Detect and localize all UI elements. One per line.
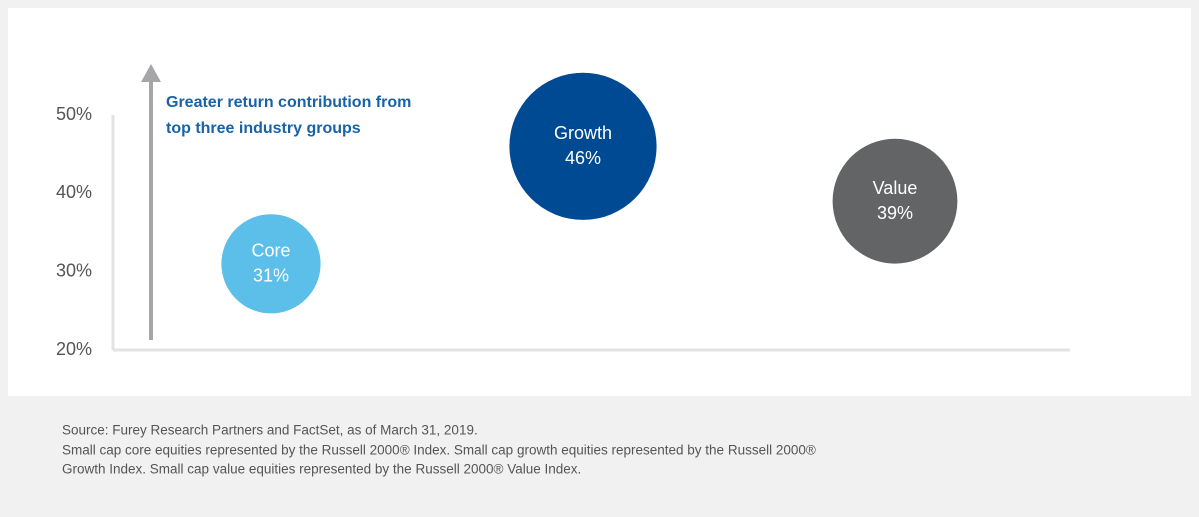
footnote: Growth Index. Small cap value equities r… xyxy=(62,462,581,477)
bubble xyxy=(832,138,958,264)
arrow-head xyxy=(141,64,161,82)
bubble xyxy=(509,72,657,220)
data-label: 39% xyxy=(877,203,913,223)
data-label: 31% xyxy=(253,266,289,286)
footnote: Small cap core equities represented by t… xyxy=(62,443,816,458)
bubble-label: Growth xyxy=(554,123,612,143)
bubble-label: Value xyxy=(873,178,918,198)
annotation: top three industry groups xyxy=(166,120,361,137)
y-tick-label: 20% xyxy=(56,339,92,359)
y-tick-label: 40% xyxy=(56,182,92,202)
source-note: Source: Furey Research Partners and Fact… xyxy=(62,423,478,438)
y-tick-label: 30% xyxy=(56,260,92,280)
y-tick-label: 50% xyxy=(56,104,92,124)
bubble xyxy=(221,214,321,314)
annotation: Greater return contribution from xyxy=(166,94,411,111)
data-label: 46% xyxy=(565,148,601,168)
bubble-label: Core xyxy=(251,241,290,261)
